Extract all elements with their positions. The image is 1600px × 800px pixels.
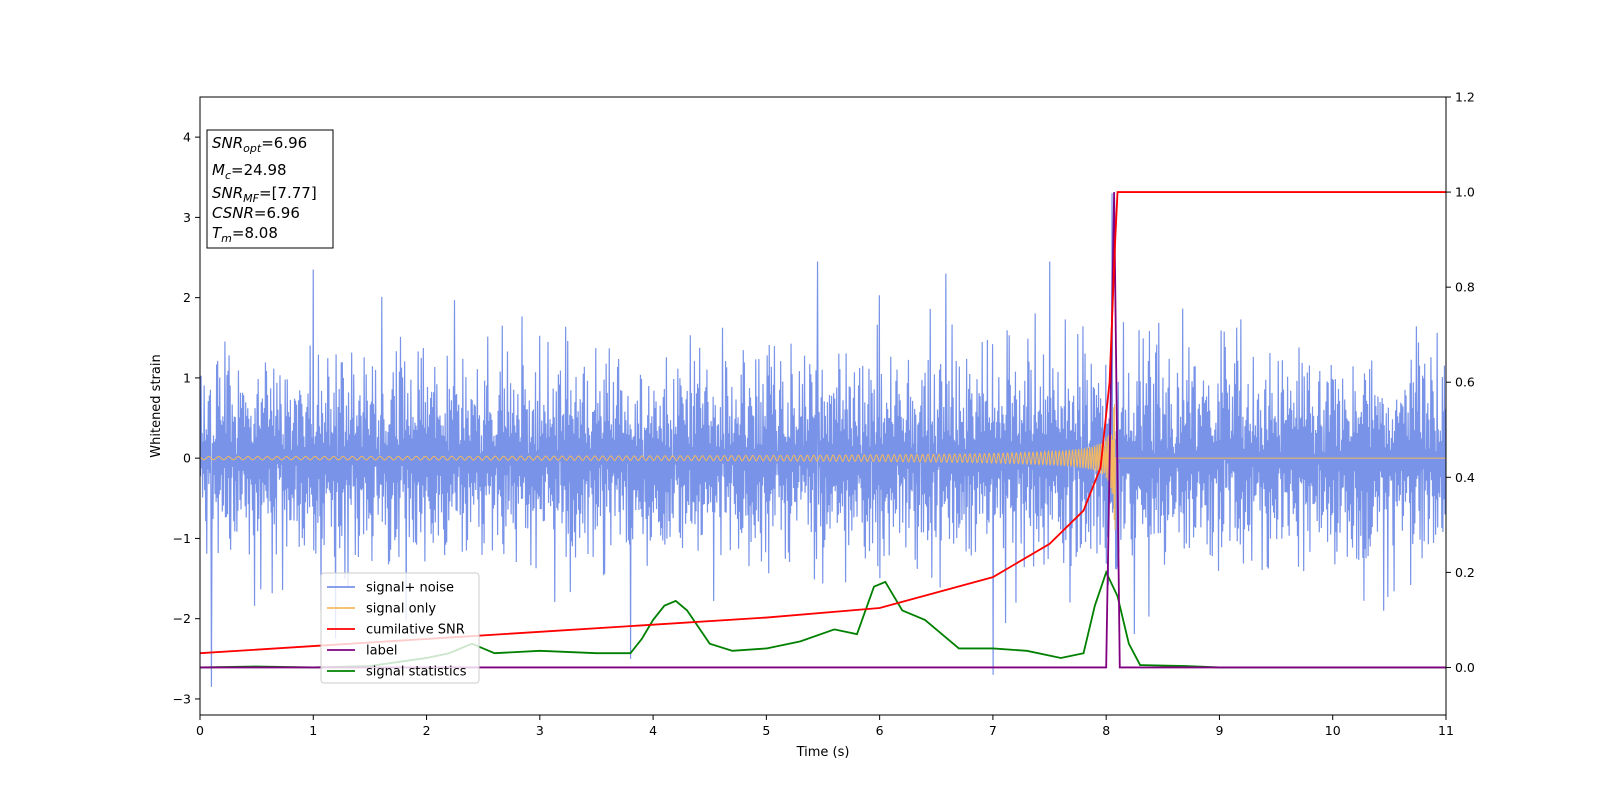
y-left-tick-label-3: 0 bbox=[183, 451, 191, 466]
y-right-tick-label-4: 0.8 bbox=[1455, 280, 1475, 295]
x-tick-label-11: 11 bbox=[1438, 723, 1454, 738]
info-line-2: SNRMF=[7.77] bbox=[212, 184, 317, 205]
legend-label-4: signal statistics bbox=[366, 665, 467, 680]
x-tick-label-1: 1 bbox=[309, 723, 317, 738]
x-tick-label-6: 6 bbox=[876, 723, 884, 738]
y-left-tick-label-2: −1 bbox=[173, 531, 191, 546]
y-left-tick-label-6: 3 bbox=[183, 210, 191, 225]
x-tick-label-0: 0 bbox=[196, 723, 204, 738]
y-right-tick-label-5: 1.0 bbox=[1455, 185, 1475, 200]
x-tick-label-4: 4 bbox=[649, 723, 657, 738]
y-right-tick-label-0: 0.0 bbox=[1455, 660, 1475, 675]
y-right-tick-label-1: 0.2 bbox=[1455, 565, 1475, 580]
y-left-tick-label-5: 2 bbox=[183, 290, 191, 305]
x-tick-label-9: 9 bbox=[1215, 723, 1223, 738]
ticks-layer: 0 1 2 3 4 5 6 7 8 9 10 11 −3 −2 −1 0 1 2 3 4 0.0 0.2 0.4 0.6 0.8… bbox=[173, 90, 1475, 739]
legend-label-2: cumilative SNR bbox=[366, 623, 465, 638]
x-tick-label-5: 5 bbox=[762, 723, 770, 738]
y-left-tick-label-7: 4 bbox=[183, 130, 191, 145]
info-line-3: CSNR=6.96 bbox=[212, 204, 300, 222]
info-line-1: Mc=24.98 bbox=[212, 161, 287, 182]
x-tick-label-10: 10 bbox=[1325, 723, 1341, 738]
y-right-tick-label-2: 0.4 bbox=[1455, 470, 1475, 485]
y-right-tick-label-3: 0.6 bbox=[1455, 375, 1475, 390]
y-left-tick-label-0: −3 bbox=[173, 691, 191, 706]
x-tick-label-8: 8 bbox=[1102, 723, 1110, 738]
legend: signal+ noise signal only cumilative SNR la… bbox=[320, 572, 480, 684]
series-signal-noise-line bbox=[200, 193, 1446, 687]
series-label-line bbox=[200, 192, 1446, 669]
series-signal-only-line bbox=[200, 404, 1446, 530]
legend-label-3: label bbox=[366, 644, 397, 659]
legend-label-0: signal+ noise bbox=[366, 581, 454, 596]
x-tick-label-2: 2 bbox=[423, 723, 431, 738]
x-tick-label-7: 7 bbox=[989, 723, 997, 738]
plot-frame bbox=[199, 96, 1447, 716]
info-line-4: Tm=8.08 bbox=[212, 224, 278, 245]
info-line-0: SNRopt=6.96 bbox=[212, 134, 307, 155]
y-left-tick-label-4: 1 bbox=[183, 370, 191, 385]
x-tick-label-3: 3 bbox=[536, 723, 544, 738]
info-box: SNRopt=6.96 Mc=24.98SNRMF=[7.77]CSNR=6.96… bbox=[206, 129, 334, 249]
y-axis-label: Whitened strain bbox=[149, 354, 164, 457]
x-axis-label: Time (s) bbox=[796, 745, 850, 760]
y-right-tick-label-6: 1.2 bbox=[1455, 90, 1475, 105]
y-left-tick-label-1: −2 bbox=[173, 611, 191, 626]
legend-label-1: signal only bbox=[366, 602, 436, 617]
